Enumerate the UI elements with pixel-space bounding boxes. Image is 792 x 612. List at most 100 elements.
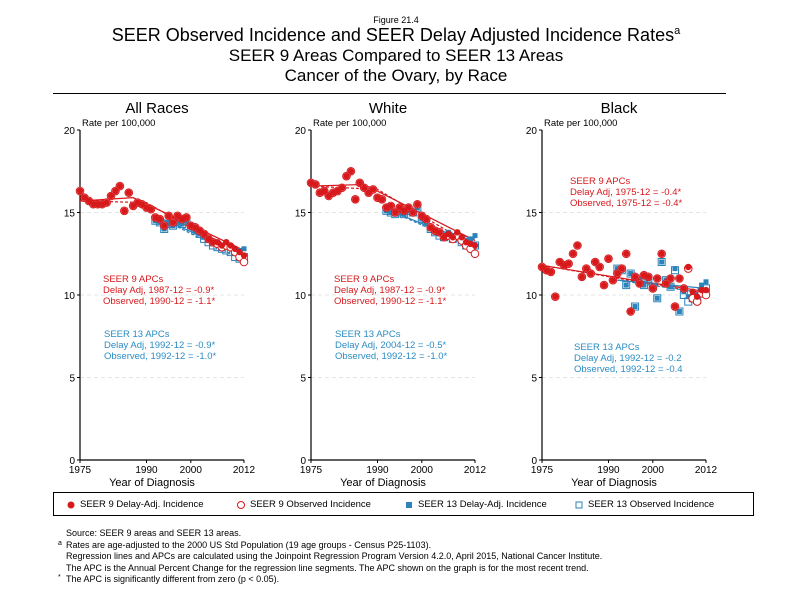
point-seer9-delay-adj — [81, 194, 88, 201]
point-seer9-delay-adj — [387, 202, 394, 210]
point-seer13-delay-adj — [699, 282, 705, 288]
point-seer9-delay-adj — [596, 263, 603, 271]
point-seer9-delay-adj — [547, 268, 555, 276]
point-seer9-delay-adj — [556, 258, 563, 266]
point-seer9-delay-adj — [418, 212, 426, 219]
point-seer9-delay-adj — [676, 275, 683, 282]
legend-item-seer9-delay-adj: SEER 9 Delay-Adj. Incidence — [66, 499, 204, 510]
x-axis-label: Year of Diagnosis — [109, 477, 195, 489]
apc-seer9-text: SEER 9 APCs — [103, 274, 163, 285]
point-seer9-delay-adj — [591, 258, 599, 266]
point-seer9-delay-adj — [667, 275, 674, 282]
point-seer9-delay-adj — [94, 201, 101, 208]
point-seer13-delay-adj — [641, 282, 647, 288]
footnote-text: Source: SEER 9 areas and SEER 13 areas. — [66, 528, 242, 538]
point-seer9-delay-adj — [227, 242, 234, 249]
point-seer9-delay-adj — [569, 250, 577, 257]
footnote-text: The APC is the Annual Percent Change for… — [66, 562, 589, 573]
x-tick-label: 2012 — [233, 465, 256, 476]
point-seer9-delay-adj — [587, 270, 594, 277]
point-seer9-delay-adj — [631, 273, 639, 281]
panel-title: All Races — [125, 100, 188, 117]
y-tick-label: 15 — [295, 209, 307, 220]
footnote-text: Regression lines and APCs are calculated… — [66, 551, 603, 561]
point-seer9-delay-adj — [614, 270, 621, 277]
subtitle-1: SEER 9 Areas Compared to SEER 13 Areas — [228, 46, 564, 65]
legend-label: SEER 13 Delay-Adj. Incidence — [418, 499, 547, 510]
point-seer13-delay-adj — [468, 236, 474, 242]
point-seer9-delay-adj — [623, 250, 630, 257]
apc-seer13-text: SEER 13 APCs — [335, 329, 401, 340]
x-tick-label: 1975 — [69, 465, 92, 476]
point-seer9-delay-adj — [565, 260, 572, 267]
point-seer9-delay-adj — [423, 215, 430, 223]
point-seer9-delay-adj — [685, 263, 692, 271]
point-seer13-delay-adj — [628, 271, 634, 277]
point-seer9-delay-adj — [236, 248, 243, 256]
point-seer9-delay-adj — [209, 239, 217, 246]
point-seer9-delay-adj — [116, 182, 124, 190]
point-seer9-delay-adj — [654, 275, 661, 282]
panel-title: White — [369, 100, 407, 117]
legend-label: SEER 9 Observed Incidence — [250, 499, 371, 510]
point-seer9-delay-adj — [454, 229, 461, 236]
y-tick-label: 20 — [526, 126, 538, 137]
point-seer9-delay-adj — [321, 187, 328, 195]
point-seer9-delay-adj — [702, 286, 710, 294]
point-seer9-delay-adj — [671, 303, 679, 310]
x-axis-label: Year of Diagnosis — [571, 477, 657, 489]
point-seer9-delay-adj — [85, 197, 93, 205]
point-seer9-delay-adj — [205, 235, 212, 243]
point-seer13-observed — [622, 281, 631, 290]
apc-seer9-text: Delay Adj, 1975-12 = -0.4* — [570, 187, 681, 198]
point-seer9-delay-adj — [325, 192, 332, 200]
footnotes: Source: SEER 9 areas and SEER 13 areas. … — [58, 528, 602, 586]
point-seer13-delay-adj — [685, 294, 691, 300]
point-seer9-delay-adj — [458, 234, 465, 241]
y-tick-label: 5 — [531, 374, 537, 385]
point-seer9-delay-adj — [449, 234, 457, 241]
panel-title: Black — [601, 100, 638, 117]
point-seer9-observed — [470, 249, 480, 259]
apc-seer13-text: Observed, 1992-12 = -1.0* — [335, 351, 448, 362]
point-seer9-delay-adj — [574, 242, 581, 249]
x-tick-label: 1975 — [531, 465, 554, 476]
point-seer9-delay-adj — [356, 179, 363, 186]
point-seer9-delay-adj — [649, 285, 657, 292]
point-seer9-delay-adj — [378, 196, 386, 203]
open-square-icon — [575, 501, 583, 508]
point-seer9-delay-adj — [689, 288, 696, 295]
point-seer9-delay-adj — [165, 212, 172, 219]
apc-seer9-text: Observed, 1990-12 = -1.1* — [103, 296, 216, 307]
apc-seer9-text: Delay Adj, 1987-12 = -0.9* — [334, 285, 445, 296]
footnote: Regression lines and APCs are calculated… — [66, 551, 602, 563]
point-seer9-delay-adj — [645, 273, 652, 281]
point-seer9-delay-adj — [609, 276, 617, 284]
point-seer9-observed — [239, 257, 249, 267]
legend-item-seer13-delay-adj: SEER 13 Delay-Adj. Incidence — [404, 499, 547, 510]
point-seer9-delay-adj — [138, 201, 146, 208]
point-seer9-delay-adj — [312, 181, 319, 188]
title-divider — [53, 93, 726, 94]
y-tick-label: 10 — [64, 291, 76, 302]
point-seer9-delay-adj — [427, 224, 434, 231]
point-seer13-observed — [653, 294, 662, 303]
point-seer9-delay-adj — [693, 293, 701, 300]
point-seer13-observed — [675, 307, 684, 316]
point-seer13-delay-adj — [179, 221, 185, 227]
point-seer9-delay-adj — [627, 308, 634, 315]
point-seer9-delay-adj — [414, 201, 421, 208]
point-seer9-delay-adj — [396, 204, 403, 211]
point-seer13-delay-adj — [672, 266, 678, 272]
point-seer9-delay-adj — [161, 222, 168, 229]
y-tick-label: 20 — [64, 126, 76, 137]
footnote: Source: SEER 9 areas and SEER 13 areas. — [66, 528, 602, 540]
point-seer13-observed — [657, 258, 666, 266]
point-seer9-delay-adj — [218, 242, 226, 249]
point-seer13-delay-adj — [659, 259, 665, 265]
point-seer9-delay-adj — [223, 239, 230, 246]
open-circle-icon — [237, 500, 245, 509]
y-tick-label: 15 — [64, 209, 76, 220]
